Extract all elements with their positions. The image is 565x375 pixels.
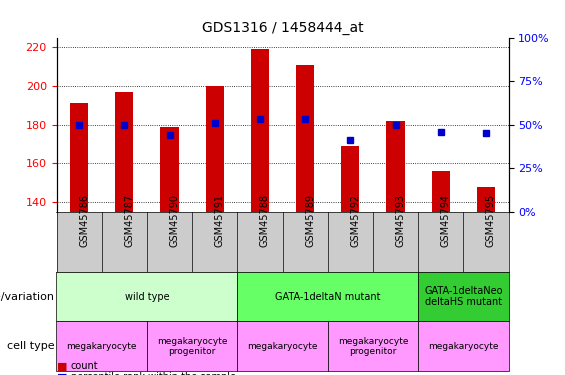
- FancyBboxPatch shape: [418, 272, 509, 321]
- Text: GATA-1deltaNeo
deltaHS mutant: GATA-1deltaNeo deltaHS mutant: [424, 286, 502, 308]
- Text: megakaryocyte: megakaryocyte: [67, 342, 137, 351]
- FancyBboxPatch shape: [56, 321, 147, 371]
- Text: wild type: wild type: [125, 291, 169, 302]
- Text: GSM45793: GSM45793: [396, 194, 406, 248]
- FancyBboxPatch shape: [237, 272, 418, 321]
- Text: count: count: [71, 361, 98, 371]
- Bar: [251, 49, 269, 212]
- Bar: [341, 146, 359, 212]
- Text: GSM45792: GSM45792: [350, 194, 360, 248]
- FancyBboxPatch shape: [328, 321, 418, 371]
- Bar: [386, 121, 405, 212]
- FancyBboxPatch shape: [418, 321, 509, 371]
- Text: megakaryocyte
progenitor: megakaryocyte progenitor: [338, 337, 408, 356]
- Text: megakaryocyte
progenitor: megakaryocyte progenitor: [157, 337, 227, 356]
- Text: megakaryocyte: megakaryocyte: [428, 342, 498, 351]
- Bar: [477, 187, 495, 212]
- Text: GSM45794: GSM45794: [441, 194, 451, 248]
- Title: GDS1316 / 1458444_at: GDS1316 / 1458444_at: [202, 21, 363, 35]
- Bar: [206, 86, 224, 212]
- Bar: [296, 64, 314, 212]
- Text: percentile rank within the sample: percentile rank within the sample: [71, 372, 236, 375]
- Text: cell type: cell type: [7, 341, 54, 351]
- Text: GSM45791: GSM45791: [215, 194, 225, 248]
- Bar: [432, 171, 450, 212]
- Bar: [70, 104, 88, 212]
- Bar: [160, 127, 179, 212]
- Text: GATA-1deltaN mutant: GATA-1deltaN mutant: [275, 291, 380, 302]
- Text: ■: ■: [56, 361, 67, 371]
- Text: GSM45786: GSM45786: [79, 194, 89, 248]
- FancyBboxPatch shape: [237, 321, 328, 371]
- Text: genotype/variation: genotype/variation: [0, 291, 54, 302]
- Text: GSM45787: GSM45787: [124, 194, 134, 248]
- Bar: [115, 92, 133, 212]
- Text: GSM45788: GSM45788: [260, 194, 270, 248]
- Text: GSM45790: GSM45790: [170, 194, 180, 248]
- Text: megakaryocyte: megakaryocyte: [247, 342, 318, 351]
- Text: GSM45789: GSM45789: [305, 194, 315, 248]
- Text: GSM45795: GSM45795: [486, 194, 496, 248]
- Text: ■: ■: [56, 372, 67, 375]
- FancyBboxPatch shape: [147, 321, 237, 371]
- FancyBboxPatch shape: [56, 272, 237, 321]
